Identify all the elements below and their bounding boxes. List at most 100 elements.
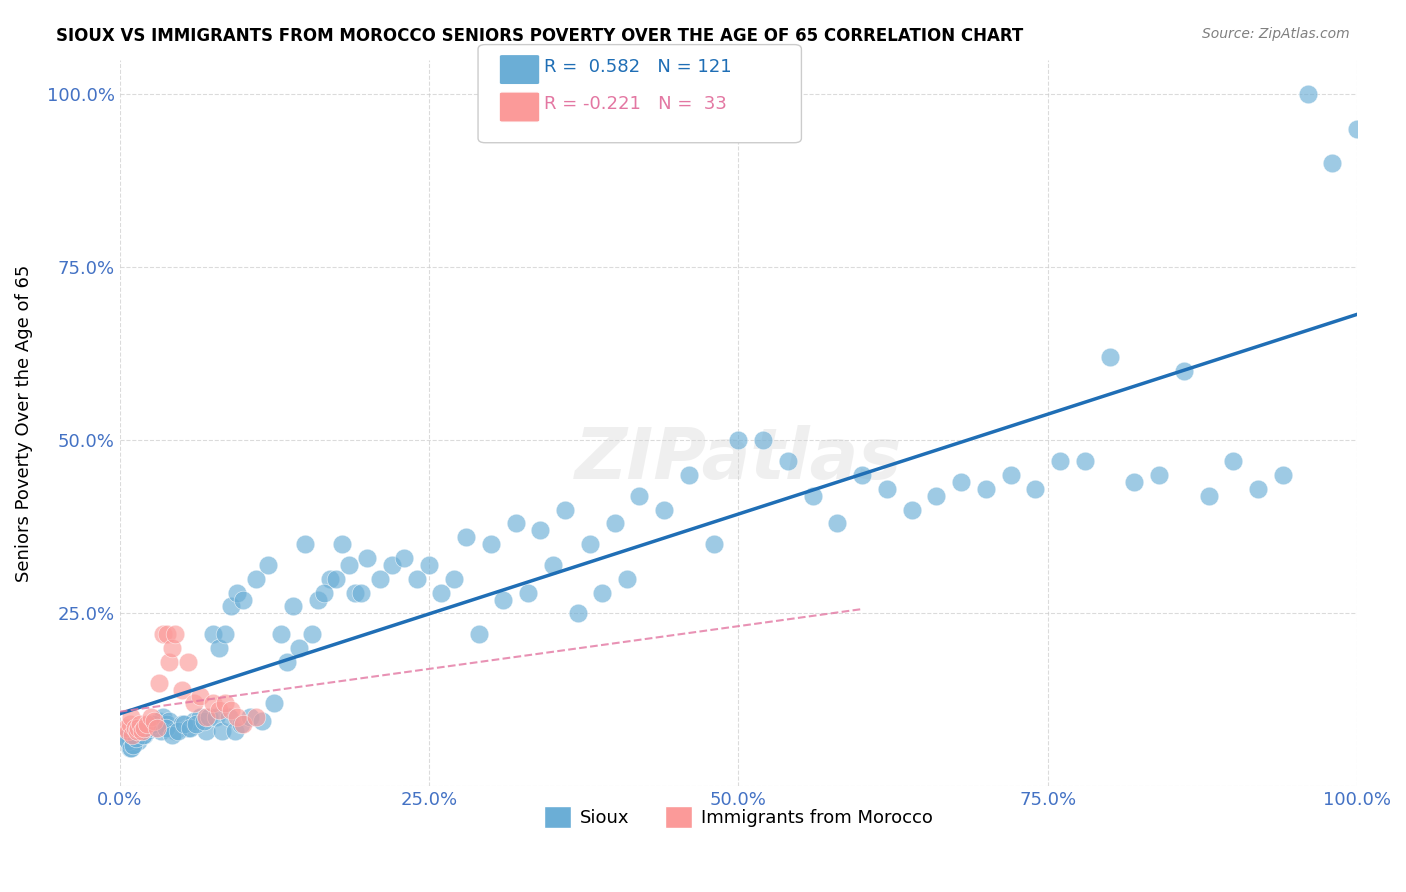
Sioux (188, 710, 211, 724)
Sioux (128, 724, 150, 739)
Sioux (218, 710, 240, 724)
Sioux (155, 721, 177, 735)
Sioux (208, 640, 231, 655)
Sioux (177, 721, 200, 735)
Sioux (974, 482, 997, 496)
Sioux (132, 727, 155, 741)
Immigrants from Morocco (120, 710, 142, 724)
Sioux (186, 717, 208, 731)
Immigrants from Morocco (152, 627, 174, 641)
Immigrants from Morocco (134, 721, 156, 735)
Sioux (118, 741, 141, 756)
Y-axis label: Seniors Poverty Over the Age of 65: Seniors Poverty Over the Age of 65 (15, 264, 32, 582)
Sioux (125, 731, 148, 745)
Sioux (343, 585, 366, 599)
Sioux (146, 717, 169, 731)
Sioux (195, 724, 218, 739)
Immigrants from Morocco (219, 703, 242, 717)
Sioux (211, 724, 233, 739)
Sioux (1247, 482, 1270, 496)
Sioux (950, 475, 973, 489)
Sioux (381, 558, 404, 572)
Sioux (122, 738, 145, 752)
Text: R =  0.582   N = 121: R = 0.582 N = 121 (544, 58, 731, 76)
Immigrants from Morocco (165, 627, 187, 641)
Sioux (603, 516, 626, 531)
Sioux (337, 558, 360, 572)
Immigrants from Morocco (136, 717, 159, 731)
Sioux (121, 738, 143, 752)
Immigrants from Morocco (208, 703, 231, 717)
Sioux (118, 731, 141, 745)
Sioux (1147, 467, 1170, 482)
Sioux (152, 710, 174, 724)
Immigrants from Morocco (128, 717, 150, 731)
Immigrants from Morocco (124, 721, 146, 735)
Sioux (925, 489, 948, 503)
Sioux (143, 721, 166, 735)
Sioux (368, 572, 391, 586)
Text: Source: ZipAtlas.com: Source: ZipAtlas.com (1202, 27, 1350, 41)
Sioux (131, 724, 153, 739)
Sioux (554, 502, 576, 516)
Sioux (1024, 482, 1046, 496)
Sioux (134, 727, 156, 741)
Sioux (1173, 364, 1195, 378)
Sioux (173, 717, 195, 731)
Immigrants from Morocco (188, 690, 211, 704)
Immigrants from Morocco (117, 724, 139, 739)
Sioux (443, 572, 465, 586)
Immigrants from Morocco (157, 655, 180, 669)
Sioux (505, 516, 527, 531)
Immigrants from Morocco (195, 710, 218, 724)
Sioux (281, 599, 304, 614)
Sioux (201, 627, 224, 641)
Immigrants from Morocco (170, 682, 193, 697)
Sioux (851, 467, 873, 482)
Sioux (193, 714, 215, 728)
Sioux (900, 502, 922, 516)
Immigrants from Morocco (201, 697, 224, 711)
Sioux (294, 537, 316, 551)
Sioux (307, 592, 329, 607)
Sioux (394, 551, 416, 566)
Immigrants from Morocco (115, 721, 138, 735)
Sioux (245, 572, 267, 586)
Sioux (257, 558, 280, 572)
Sioux (356, 551, 378, 566)
Immigrants from Morocco (125, 724, 148, 739)
Sioux (1271, 467, 1294, 482)
Sioux (579, 537, 602, 551)
Sioux (616, 572, 638, 586)
Sioux (801, 489, 824, 503)
Immigrants from Morocco (226, 710, 249, 724)
Immigrants from Morocco (214, 697, 236, 711)
Sioux (1322, 156, 1344, 170)
Sioux (1346, 121, 1368, 136)
Sioux (628, 489, 651, 503)
Sioux (160, 727, 183, 741)
Sioux (405, 572, 427, 586)
Sioux (142, 717, 165, 731)
Sioux (1296, 87, 1319, 102)
Sioux (183, 714, 205, 728)
Sioux (250, 714, 273, 728)
Sioux (727, 434, 749, 448)
Sioux (591, 585, 613, 599)
Sioux (876, 482, 898, 496)
Immigrants from Morocco (160, 640, 183, 655)
Immigrants from Morocco (156, 627, 179, 641)
Sioux (117, 734, 139, 748)
Sioux (1098, 351, 1121, 365)
Sioux (232, 592, 254, 607)
Sioux (752, 434, 775, 448)
Legend: Sioux, Immigrants from Morocco: Sioux, Immigrants from Morocco (536, 799, 941, 836)
Text: ZIPatlas: ZIPatlas (575, 425, 903, 494)
Sioux (157, 714, 180, 728)
Immigrants from Morocco (245, 710, 267, 724)
Sioux (492, 592, 515, 607)
Sioux (198, 710, 221, 724)
Immigrants from Morocco (131, 724, 153, 739)
Sioux (703, 537, 725, 551)
Sioux (678, 467, 700, 482)
